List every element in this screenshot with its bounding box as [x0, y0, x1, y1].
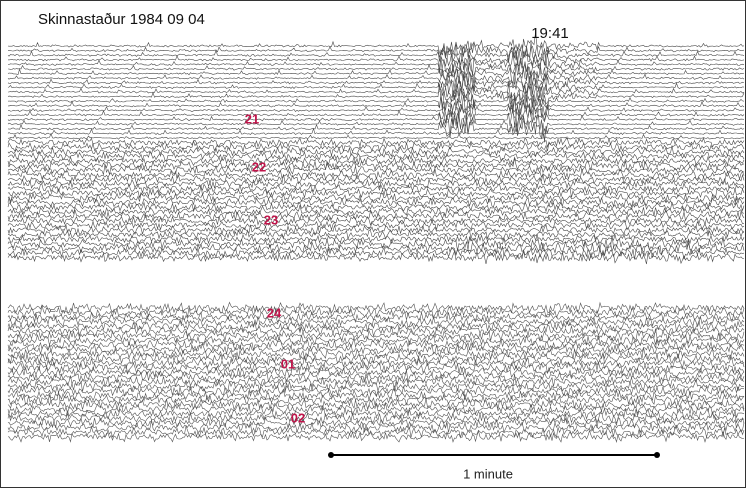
- trace: [7, 196, 745, 208]
- trace: [7, 99, 745, 129]
- hour-label: 02: [291, 410, 305, 425]
- trace: [7, 177, 745, 190]
- hour-label: 24: [267, 305, 282, 320]
- trace: [7, 361, 745, 374]
- trace: [7, 185, 745, 199]
- trace: [7, 114, 745, 143]
- trace: [7, 102, 745, 120]
- trace: [7, 51, 745, 77]
- trace: [7, 154, 745, 167]
- trace: [7, 313, 745, 328]
- trace: [7, 391, 745, 407]
- trace: [7, 352, 745, 365]
- trace: [7, 209, 745, 222]
- trace: [7, 67, 745, 92]
- scale-bar-end: [654, 452, 660, 458]
- trace: [7, 387, 745, 402]
- trace: [8, 429, 745, 444]
- hour-label: 01: [281, 356, 295, 371]
- trace: [7, 310, 745, 323]
- trace: [7, 384, 745, 397]
- trace: [7, 250, 745, 265]
- hour-label: 22: [252, 159, 266, 174]
- trace: [7, 158, 745, 171]
- trace: [7, 190, 745, 204]
- trace: [7, 132, 745, 140]
- trace: [7, 145, 745, 158]
- trace: [7, 334, 745, 347]
- trace: [7, 127, 745, 136]
- trace: [7, 233, 745, 252]
- trace: [7, 406, 745, 420]
- trace: [7, 46, 745, 74]
- trace: [7, 233, 745, 245]
- trace: [7, 372, 745, 388]
- trace: [7, 74, 745, 102]
- trace: [8, 57, 745, 83]
- time-label: 19:41: [531, 25, 569, 42]
- title: Skinnastaður 1984 09 04: [38, 11, 205, 28]
- trace: [7, 83, 745, 109]
- trace: [7, 365, 745, 379]
- trace: [7, 59, 745, 85]
- trace: [7, 41, 745, 63]
- trace: [7, 204, 745, 217]
- trace: [7, 32, 745, 60]
- trace: [7, 139, 745, 153]
- trace: [7, 402, 745, 416]
- trace: [7, 71, 745, 97]
- trace: [7, 409, 745, 425]
- trace: [7, 170, 745, 185]
- trace: [7, 87, 745, 114]
- trace: [7, 92, 745, 118]
- trace: [7, 397, 745, 411]
- trace: [7, 240, 745, 257]
- scale-label: 1 minute: [463, 466, 513, 481]
- trace: [7, 356, 745, 370]
- hour-label: 21: [245, 111, 259, 126]
- trace: [8, 80, 745, 106]
- trace: [7, 346, 745, 360]
- trace: [7, 416, 745, 429]
- scale-bar-end: [328, 452, 334, 458]
- trace: [7, 200, 745, 213]
- trace: [7, 323, 745, 338]
- trace: [7, 304, 745, 319]
- trace: [7, 229, 745, 241]
- trace: [7, 220, 745, 231]
- trace: [7, 328, 745, 342]
- trace: [7, 42, 745, 69]
- trace: [7, 245, 745, 261]
- trace: [7, 301, 745, 315]
- trace: [7, 419, 745, 434]
- trace: [7, 113, 745, 138]
- trace: [7, 337, 745, 352]
- trace: [7, 424, 745, 439]
- trace: [7, 213, 744, 226]
- trace: [7, 378, 745, 393]
- trace: [7, 136, 745, 149]
- hour-label: 23: [264, 212, 278, 227]
- trace: [7, 342, 745, 356]
- trace: [7, 162, 745, 176]
- traces: [7, 32, 745, 444]
- trace: [7, 150, 745, 162]
- trace: [7, 223, 744, 236]
- trace: [7, 182, 745, 194]
- trace: [7, 106, 745, 134]
